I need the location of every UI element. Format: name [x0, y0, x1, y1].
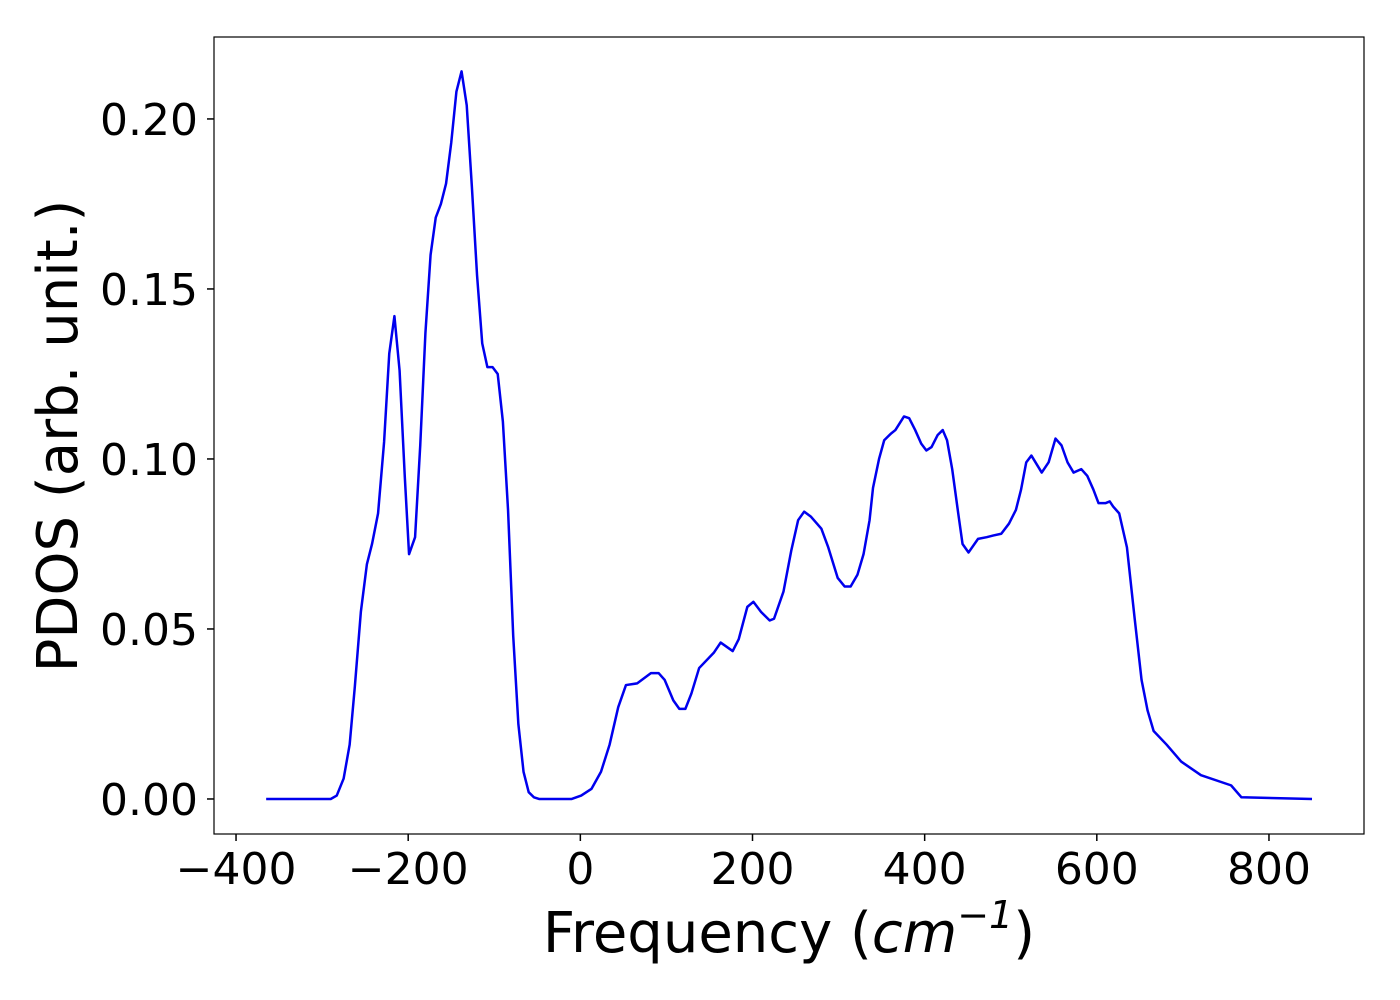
y-tick-label: 0.15: [100, 265, 198, 316]
plot-frame: [213, 36, 1365, 835]
y-tick-label: 0.20: [100, 95, 198, 146]
y-tick-label: 0.00: [100, 775, 198, 826]
x-label-unit: cm: [872, 901, 957, 966]
x-tick-label: 200: [711, 844, 795, 895]
x-tick-label: 0: [566, 844, 594, 895]
x-label-text: Frequency (: [543, 901, 872, 966]
x-label-close: ): [1013, 901, 1035, 966]
x-tick-label: 400: [883, 844, 967, 895]
y-tick-label: 0.05: [100, 605, 198, 656]
x-tick-label: −200: [348, 844, 469, 895]
x-tick-label: 800: [1227, 844, 1311, 895]
x-axis-label: Frequency (cm−1): [543, 893, 1035, 966]
x-tick-label: 600: [1055, 844, 1139, 895]
data-line: [266, 70, 1313, 801]
x-label-exponent: −1: [957, 893, 1013, 937]
y-tick-label: 0.10: [100, 435, 198, 486]
x-tick-label: −400: [176, 844, 297, 895]
y-axis-label: PDOS (arb. unit.): [26, 200, 91, 673]
